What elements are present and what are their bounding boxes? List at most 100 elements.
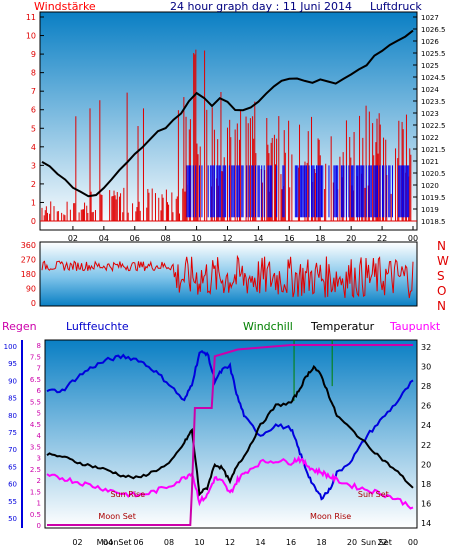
x-tick-label: 06 xyxy=(133,538,143,547)
x-tick-label: 00 xyxy=(408,234,418,243)
direction-label: W xyxy=(437,254,449,268)
wind-axis-tick-label: 8 xyxy=(31,69,36,78)
x-tick-label: 22 xyxy=(377,234,387,243)
rain-axis-tick-label: 5.5 xyxy=(30,398,41,406)
wind-axis-tick-label: 10 xyxy=(26,32,36,41)
chart-marks: 1110987654321010271026.510261025.5102510… xyxy=(4,13,449,547)
x-tick-label: 20 xyxy=(347,538,357,547)
wind-axis-tick-label: 9 xyxy=(31,50,36,59)
annotation-label: MoonSet xyxy=(97,538,132,547)
rain-axis-tick-label: 1 xyxy=(37,500,41,508)
direction-axis-tick-label: 270 xyxy=(21,256,36,265)
humidity-axis-tick-label: 95 xyxy=(8,360,17,368)
annotation-label: Moon Rise xyxy=(310,512,351,521)
temperature-axis-tick-label: 28 xyxy=(421,382,431,391)
rain-axis-tick-label: 0.5 xyxy=(30,511,41,519)
x-tick-label: 22 xyxy=(377,538,387,547)
wind-axis-tick-label: 7 xyxy=(31,87,36,96)
rain-axis-tick-label: 8 xyxy=(37,342,41,350)
annotation-label: Sun Set xyxy=(358,490,389,499)
direction-label: O xyxy=(437,284,446,298)
legend-regen: Regen xyxy=(2,320,37,333)
direction-axis-tick-label: 360 xyxy=(21,241,36,250)
legend-windchill: Windchill xyxy=(243,320,293,333)
x-tick-label: 04 xyxy=(99,234,109,243)
x-tick-label: 02 xyxy=(68,234,78,243)
humidity-axis-tick-label: 75 xyxy=(8,429,17,437)
x-tick-label: 14 xyxy=(255,538,265,547)
x-tick-label: 08 xyxy=(161,234,171,243)
pressure-line xyxy=(41,29,414,198)
rain-axis-tick-label: 6.5 xyxy=(30,376,41,384)
title-graph-day: 24 hour graph day : 11 Juni 2014 xyxy=(170,0,352,13)
direction-label: N xyxy=(437,239,446,253)
rain-axis-tick-label: 4.5 xyxy=(30,421,41,429)
x-tick-label: 14 xyxy=(253,234,263,243)
wind-axis-tick-label: 11 xyxy=(26,13,36,22)
pressure-axis-tick-label: 1024.5 xyxy=(421,74,446,82)
direction-axis-tick-label: 180 xyxy=(21,270,36,279)
rain-axis-tick-label: 6 xyxy=(37,387,42,395)
pressure-axis-tick-label: 1026 xyxy=(421,38,439,46)
x-tick-label: 10 xyxy=(191,234,201,243)
pressure-axis-tick-label: 1022.5 xyxy=(421,122,446,130)
x-tick-label: 08 xyxy=(164,538,174,547)
temperature-axis-tick-label: 18 xyxy=(421,480,431,489)
pressure-axis-tick-label: 1019.5 xyxy=(421,194,446,202)
x-tick-label: 18 xyxy=(316,538,326,547)
direction-axis-tick-label: 0 xyxy=(31,299,36,308)
x-tick-label: 06 xyxy=(130,234,140,243)
temperature-line xyxy=(46,364,414,497)
humidity-axis-tick-label: 100 xyxy=(4,343,17,351)
rain-axis-tick-label: 3 xyxy=(37,455,41,463)
pressure-axis-tick-label: 1022 xyxy=(421,134,439,142)
wind-axis-tick-label: 6 xyxy=(31,106,36,115)
humidity-axis-tick-label: 85 xyxy=(8,395,17,403)
pressure-axis-tick-label: 1021 xyxy=(421,158,439,166)
title-windstaerke: Windstärke xyxy=(34,0,96,13)
wind-axis-tick-label: 3 xyxy=(31,161,36,170)
x-tick-label: 00 xyxy=(408,538,418,547)
rain-axis-tick-label: 4 xyxy=(37,432,42,440)
annotation-label: Sun Set xyxy=(361,538,392,547)
humidity-axis-tick-label: 70 xyxy=(8,446,17,454)
x-tick-label: 02 xyxy=(72,538,82,547)
pressure-axis-tick-label: 1024 xyxy=(421,86,439,94)
humidity-axis-tick-label: 65 xyxy=(8,463,17,471)
x-tick-label: 16 xyxy=(286,538,296,547)
pressure-axis-tick-label: 1025.5 xyxy=(421,50,446,58)
wind-axis-tick-label: 2 xyxy=(31,180,36,189)
pressure-axis-tick-label: 1026.5 xyxy=(421,26,446,34)
rain-axis-tick-label: 2.5 xyxy=(30,466,41,474)
humidity-axis-tick-label: 80 xyxy=(8,412,17,420)
rain-axis-tick-label: 7.5 xyxy=(30,353,41,361)
legend-luftfeuchte: Luftfeuchte xyxy=(66,320,129,333)
dewpoint-line xyxy=(46,455,414,510)
pressure-axis-tick-label: 1018.5 xyxy=(421,218,446,226)
pressure-axis-tick-label: 1020 xyxy=(421,182,439,190)
annotation-label: Moon Set xyxy=(98,512,135,521)
legend-taupunkt: Taupunkt xyxy=(389,320,441,333)
temperature-axis-tick-label: 14 xyxy=(421,519,431,528)
temperature-axis-tick-label: 32 xyxy=(421,343,431,352)
temperature-axis-tick-label: 20 xyxy=(421,460,431,469)
annotation-label: Sun Rise xyxy=(111,490,146,499)
x-tick-label: 10 xyxy=(194,538,204,547)
wind-direction-line xyxy=(41,254,414,299)
pressure-axis-tick-label: 1023.5 xyxy=(421,98,446,106)
humidity-axis-tick-label: 90 xyxy=(8,377,17,385)
rain-axis-tick-label: 1.5 xyxy=(30,488,41,496)
pressure-axis-tick-label: 1025 xyxy=(421,62,439,70)
x-tick-label: 04 xyxy=(103,538,113,547)
x-tick-label: 20 xyxy=(346,234,356,243)
temperature-axis-tick-label: 24 xyxy=(421,421,431,430)
title-luftdruck: Luftdruck xyxy=(370,0,422,13)
panel-wind-direction xyxy=(39,241,418,307)
direction-axis-tick-label: 90 xyxy=(26,285,36,294)
temperature-axis-tick-label: 22 xyxy=(421,441,431,450)
temperature-axis-tick-label: 30 xyxy=(421,363,431,372)
wind-axis-tick-label: 5 xyxy=(31,124,36,133)
x-tick-label: 12 xyxy=(222,234,232,243)
